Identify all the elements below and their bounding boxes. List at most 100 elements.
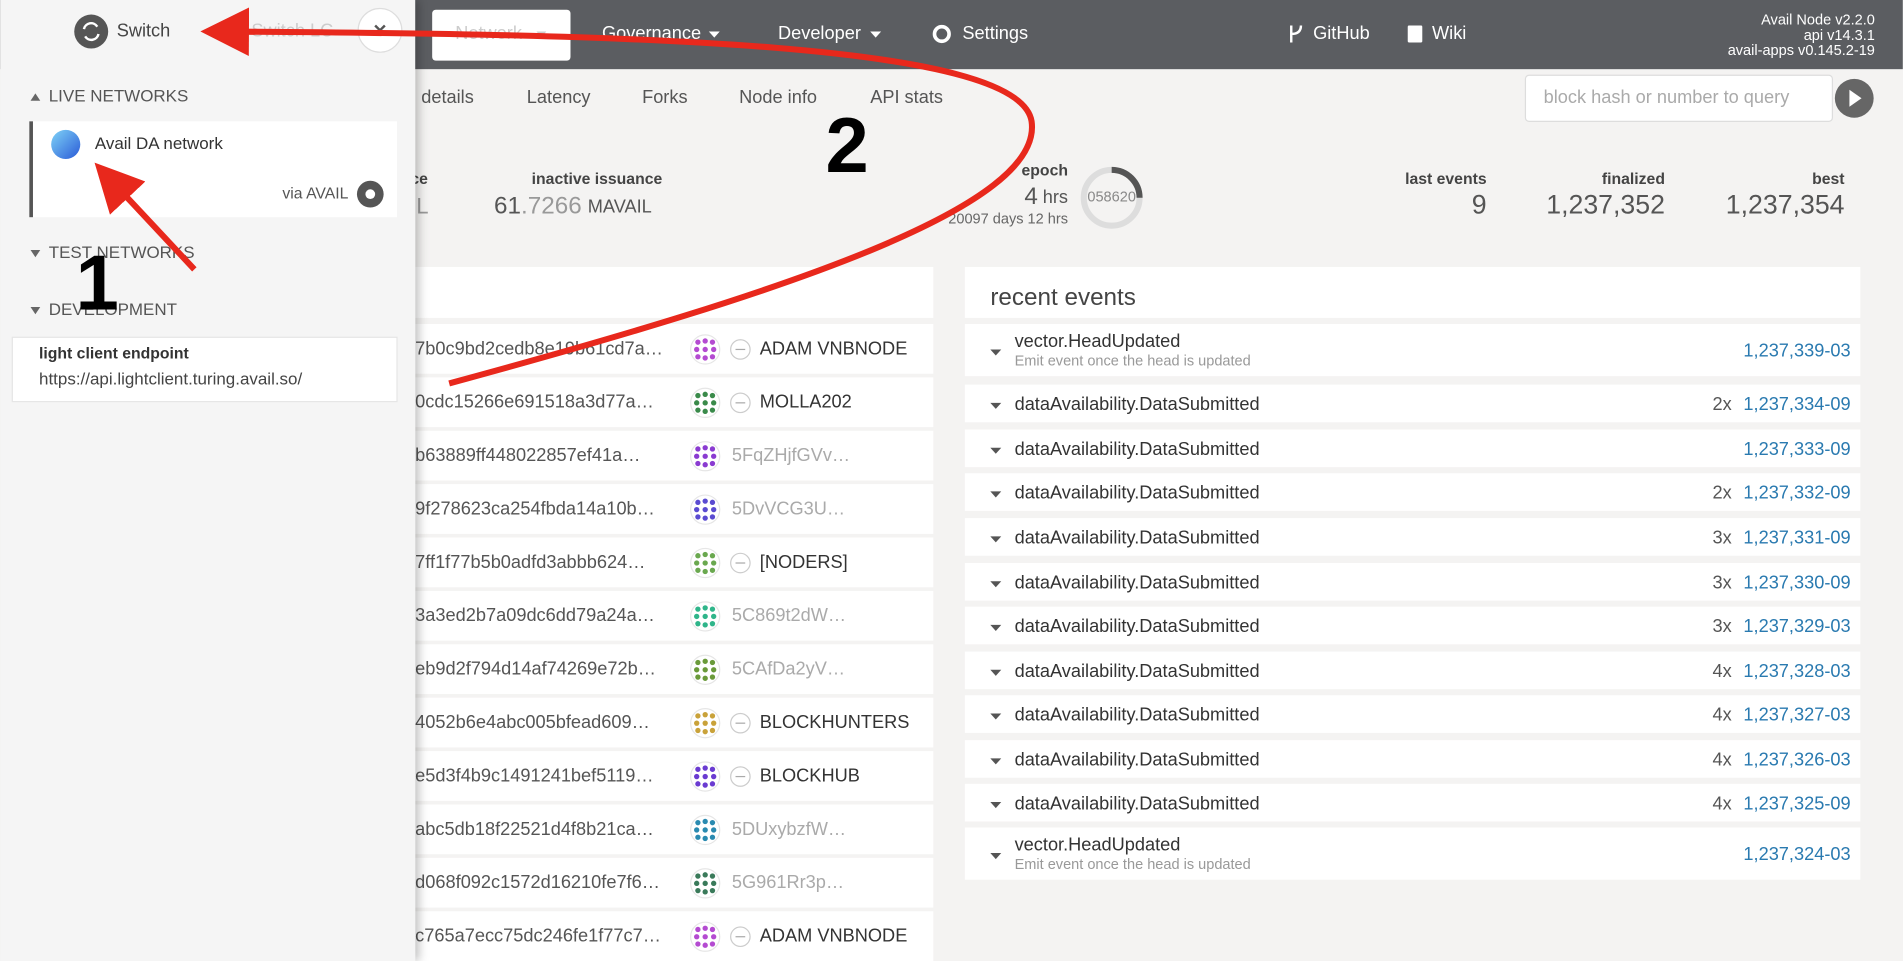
identicon-dot (694, 613, 700, 620)
block-hash: 3a3ed2b7a09dc6dd79a24a… (415, 605, 655, 625)
event-block[interactable]: 1,237,332-09 (1743, 483, 1850, 503)
event-row[interactable] (964, 563, 1861, 601)
identicon-dot (695, 834, 701, 840)
event-row[interactable] (964, 651, 1861, 690)
identicon-dot (709, 460, 716, 467)
nav-item[interactable]: Wiki (1432, 23, 1466, 43)
event-count: 3x (1712, 616, 1731, 636)
identicon-dot (694, 934, 700, 940)
identicon-dot (711, 667, 717, 673)
identicon-dot (702, 551, 708, 558)
identicon-dot (709, 781, 716, 787)
block-hash: abc5db18f22521d4f8b21ca… (415, 819, 654, 839)
identicon-dot (694, 400, 700, 406)
block-hash: d068f092c1572d16210fe7f6… (415, 872, 660, 892)
block-row (415, 590, 934, 641)
tab[interactable]: Latency (527, 87, 592, 107)
event-row[interactable] (964, 323, 1861, 377)
annotation-arrow (200, 7, 1035, 387)
identicon-dot (711, 827, 717, 833)
summary-value: 1,237,354 (1726, 189, 1845, 219)
block-author: 5DUxybzfW… (732, 819, 846, 839)
event-block[interactable]: 1,237,328-03 (1743, 661, 1850, 681)
tab[interactable]: API stats (870, 87, 943, 107)
event-row[interactable] (964, 606, 1861, 645)
event-count: 4x (1712, 705, 1731, 725)
event-block[interactable]: 1,237,329-03 (1743, 616, 1850, 636)
identicon-dot (709, 514, 716, 520)
expand-caret (990, 402, 1002, 409)
event-row[interactable] (964, 783, 1861, 822)
identicon-dot (702, 720, 708, 726)
identicon-dot (711, 506, 717, 513)
section-title[interactable]: LIVE NETWORKS (49, 87, 189, 106)
event-block[interactable]: 1,237,334-09 (1743, 394, 1850, 414)
event-block[interactable]: 1,237,324-03 (1743, 844, 1850, 864)
nav-item[interactable]: Settings (962, 23, 1028, 43)
tab[interactable]: Forks (642, 87, 687, 107)
expand-caret (990, 624, 1002, 631)
event-description: Emit event once the head is updated (1015, 353, 1251, 369)
event-row[interactable] (964, 827, 1861, 880)
identicon-dot (695, 674, 701, 680)
event-block[interactable]: 1,237,327-03 (1743, 705, 1850, 725)
switch-button[interactable]: Switch (117, 20, 171, 40)
event-count: 4x (1712, 661, 1731, 681)
identicon-dot (695, 514, 701, 520)
event-row[interactable] (964, 473, 1861, 511)
tab[interactable]: Node info (739, 87, 817, 107)
identicon-dot (695, 339, 701, 345)
event-row[interactable] (964, 740, 1861, 778)
block-author: 5DvVCG3U… (732, 498, 845, 518)
identicon-dot (702, 453, 708, 459)
identicon-dot (711, 934, 717, 940)
summary-value: 9 (1472, 189, 1487, 219)
identicon-dot (702, 338, 708, 344)
expand-caret (990, 713, 1002, 720)
event-name: dataAvailability.DataSubmitted (1015, 394, 1260, 414)
version-line: api v14.3.1 (1804, 28, 1875, 44)
identicon-dot (695, 766, 701, 772)
block-hash: b63889ff448022857ef41a… (415, 445, 640, 465)
event-block[interactable]: 1,237,333-09 (1743, 439, 1850, 459)
event-block[interactable]: 1,237,331-09 (1743, 528, 1850, 548)
nav-item[interactable]: GitHub (1313, 23, 1370, 43)
identicon-dot (711, 773, 717, 780)
block-hash: eb9d2f794d14af74269e72b… (415, 659, 656, 679)
section-title[interactable]: TEST NETWORKS (49, 243, 195, 262)
event-block[interactable]: 1,237,330-09 (1743, 572, 1850, 592)
network-card[interactable] (29, 121, 397, 218)
epoch-progress: 058620 (1087, 190, 1136, 206)
identicon-dot (709, 727, 716, 734)
search-input[interactable] (1524, 74, 1834, 122)
identicon-dot (695, 873, 701, 879)
event-count: 3x (1712, 528, 1731, 548)
event-row[interactable] (964, 429, 1861, 468)
event-block[interactable]: 1,237,326-03 (1743, 750, 1850, 770)
identicon-dot (711, 453, 717, 459)
event-block[interactable]: 1,237,339-03 (1743, 341, 1850, 361)
tab[interactable]: details (421, 87, 474, 107)
event-row[interactable] (964, 695, 1861, 733)
event-count: 2x (1712, 483, 1731, 503)
block-hash: 4052b6e4abc005bfead609… (415, 712, 650, 732)
identicon-dot (709, 407, 716, 413)
identicon-dot (695, 926, 701, 933)
block-row (415, 377, 934, 428)
nav-item[interactable]: Developer (778, 23, 861, 43)
network-logo (51, 129, 81, 159)
event-row[interactable] (964, 518, 1861, 556)
switch-icon[interactable] (74, 14, 109, 49)
event-row[interactable] (964, 384, 1861, 423)
identicon-dot (695, 354, 701, 360)
section-title[interactable]: DEVELOPMENT (49, 300, 177, 319)
event-block[interactable]: 1,237,325-09 (1743, 793, 1850, 813)
epoch-gauge-arc (1111, 166, 1143, 198)
block-hash: 9f278623ca254fbda14a10b… (415, 498, 655, 518)
identicon-dot (709, 606, 716, 612)
block-row (415, 697, 934, 748)
epoch-unit: hrs (1043, 187, 1068, 207)
block-author: 5FqZHjfGVv… (732, 445, 850, 465)
endpoint-url[interactable]: https://api.lightclient.turing.avail.so/ (39, 369, 302, 388)
